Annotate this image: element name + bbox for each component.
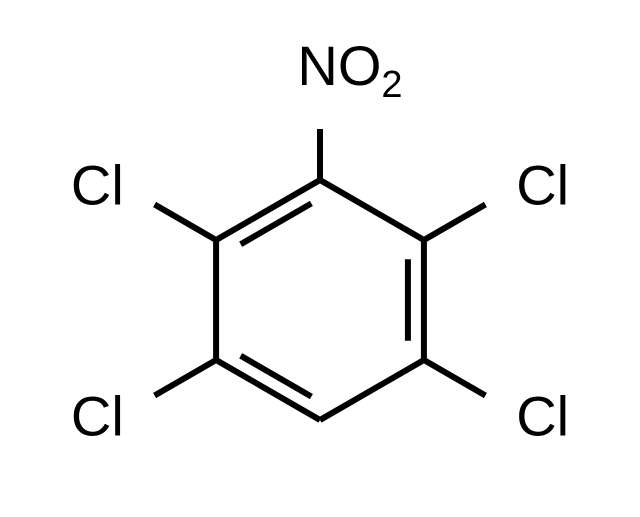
- bond: [320, 360, 424, 420]
- bond: [320, 180, 424, 240]
- bond: [241, 203, 312, 244]
- bond: [155, 205, 216, 241]
- bond: [424, 360, 485, 396]
- bond: [241, 356, 312, 397]
- atom-label: Cl: [516, 385, 569, 448]
- atom-label: Cl: [71, 154, 124, 217]
- atom-label: NO2: [297, 34, 402, 106]
- atom-label: Cl: [516, 154, 569, 217]
- atom-label: Cl: [71, 385, 124, 448]
- molecule-diagram: NO2 Cl Cl Cl Cl: [0, 0, 640, 517]
- bond: [155, 360, 216, 396]
- bond: [424, 205, 485, 241]
